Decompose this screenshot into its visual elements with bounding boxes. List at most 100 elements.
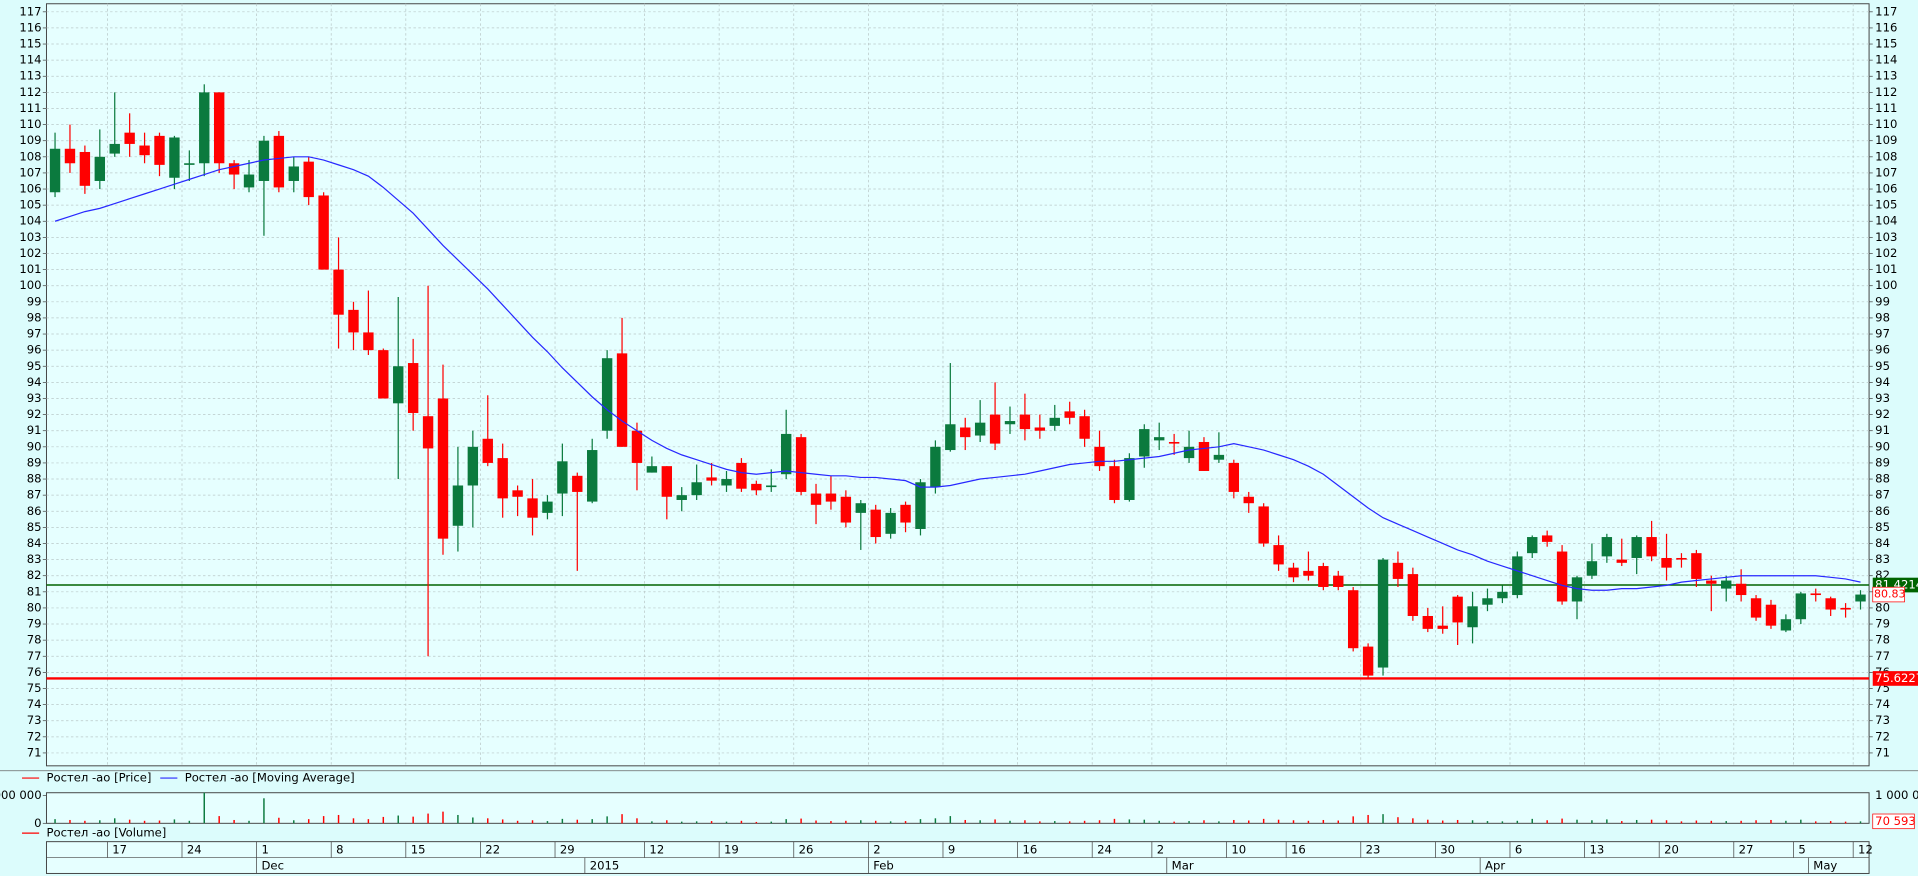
volume-bar	[1367, 814, 1369, 824]
y-tick-label: 90	[27, 439, 42, 453]
candle-body	[1437, 625, 1448, 629]
x-tick-label: 27	[1739, 843, 1754, 857]
volume-bar	[591, 819, 593, 824]
y-tick-label: 93	[1875, 391, 1890, 405]
volume-bar	[84, 820, 86, 824]
volume-bar	[785, 819, 787, 824]
volume-bar	[367, 819, 370, 824]
y-tick-label: 94	[27, 375, 42, 389]
candle-body	[169, 137, 180, 178]
y-tick-label: 71	[1875, 745, 1890, 759]
month-label: Dec	[261, 859, 283, 873]
y-tick-label: 92	[27, 407, 42, 421]
y-tick-label: 112	[1875, 85, 1897, 99]
candle-body	[273, 135, 285, 188]
y-tick-label: 110	[19, 117, 41, 131]
y-tick-label: 93	[27, 391, 42, 405]
volume-bar	[1486, 821, 1489, 824]
candle-body	[94, 156, 106, 181]
volume-bar	[1009, 820, 1011, 824]
volume-bar	[1621, 821, 1623, 824]
candle-body	[945, 424, 956, 451]
candle-body	[437, 398, 449, 539]
candle-body	[1571, 577, 1583, 602]
candle-body	[616, 353, 628, 447]
x-tick-label: 12	[649, 843, 664, 857]
volume-bar	[666, 820, 668, 824]
y-tick-label: 89	[1875, 455, 1890, 469]
candle-body	[1527, 537, 1538, 554]
volume-bar	[919, 819, 922, 824]
candle-body	[870, 509, 881, 538]
volume-bar	[1740, 820, 1742, 824]
volume-bar	[427, 813, 429, 824]
volume-bar	[1680, 821, 1683, 824]
last-price-label: 80.83	[1874, 588, 1906, 601]
volume-bar	[1785, 820, 1787, 824]
volume-tick-label: 0	[34, 816, 41, 830]
candle-body	[318, 195, 329, 270]
candle-body	[1019, 414, 1031, 430]
candle-body	[1512, 556, 1523, 596]
x-tick-label: 23	[1366, 843, 1381, 857]
candle-body	[363, 332, 374, 351]
candle-body	[1452, 596, 1463, 623]
candle-body	[1706, 580, 1717, 584]
y-tick-label: 113	[1875, 69, 1897, 83]
x-tick-label: 22	[485, 843, 500, 857]
candle-body	[601, 358, 613, 431]
y-tick-label: 72	[27, 729, 42, 743]
volume-bar	[382, 816, 385, 824]
candle-body	[199, 92, 210, 164]
candle-body	[736, 462, 747, 489]
x-tick-label: 2	[873, 843, 880, 857]
candle-body	[1556, 551, 1568, 602]
legend-label: Ростел -ао [Price]	[46, 771, 151, 785]
candle-body	[49, 148, 61, 193]
candle-body	[393, 366, 404, 404]
volume-bar	[1352, 816, 1354, 824]
volume-bar	[54, 819, 56, 824]
candle-body	[989, 414, 1001, 444]
volume-bar	[1277, 819, 1280, 824]
candle-body	[1183, 446, 1195, 459]
y-tick-label: 107	[19, 165, 41, 179]
y-tick-label: 82	[27, 568, 42, 582]
y-tick-label: 78	[27, 633, 42, 647]
volume-bar	[1695, 820, 1698, 824]
volume-bar	[322, 816, 325, 824]
month-label: Feb	[873, 859, 894, 873]
y-tick-label: 79	[27, 617, 42, 631]
volume-bar	[1337, 820, 1340, 824]
candle-body	[527, 498, 538, 518]
volume-bar	[1427, 819, 1429, 824]
x-tick-label: 29	[560, 843, 575, 857]
price-panel	[45, 3, 1870, 767]
candle-body	[303, 161, 314, 198]
y-tick-label: 107	[1875, 165, 1897, 179]
volume-bar	[1650, 819, 1653, 824]
volume-bar	[1829, 821, 1832, 824]
volume-bar	[1635, 819, 1638, 824]
x-tick-label: 26	[799, 843, 814, 857]
y-tick-label: 77	[27, 649, 42, 663]
y-tick-label: 101	[19, 262, 41, 276]
volume-last-label: 70 593	[1875, 814, 1916, 828]
y-tick-label: 100	[1875, 278, 1897, 292]
x-tick-label: 12	[1858, 843, 1873, 857]
candle-body	[512, 490, 523, 497]
volume-bar	[69, 819, 71, 824]
month-label: Mar	[1172, 859, 1194, 873]
volume-bar	[1441, 820, 1444, 824]
volume-bar	[263, 798, 265, 824]
candle-body	[333, 269, 344, 315]
volume-bar	[1710, 820, 1713, 824]
volume-bar	[1770, 819, 1772, 824]
candle-body	[1288, 567, 1299, 578]
month-label: 2015	[590, 859, 620, 873]
y-tick-label: 117	[19, 4, 41, 18]
volume-bar	[1501, 821, 1504, 824]
candle-body	[1765, 604, 1777, 626]
volume-bar	[501, 819, 504, 824]
y-tick-label: 72	[1875, 729, 1890, 743]
